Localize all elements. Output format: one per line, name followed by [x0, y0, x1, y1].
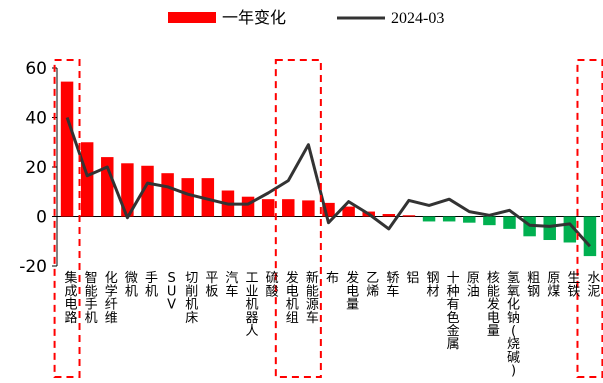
bar-series — [60, 81, 597, 257]
x-tick-label: 核能发电量 — [487, 271, 500, 339]
y-tick-label: -20 — [19, 257, 47, 277]
bar — [282, 199, 295, 217]
x-tick-label: 布 — [326, 271, 339, 286]
x-tick-label: 化学纤维 — [105, 271, 118, 326]
bar — [201, 178, 215, 217]
y-tick-label: 0 — [36, 208, 47, 228]
x-tick-label: 手机 — [145, 271, 158, 299]
x-tick-label: 平板 — [205, 271, 218, 299]
legend-label-bar: 一年变化 — [222, 8, 286, 27]
x-tick-label: 生铁 — [567, 271, 580, 299]
x-tick-label: 十种有色金属 — [447, 271, 460, 352]
bar — [161, 173, 174, 217]
highlight-box — [576, 59, 603, 378]
x-tick-label: 汽车 — [225, 271, 238, 299]
x-tick-label: 发电量 — [346, 270, 359, 312]
x-tick-label: 集成电路 — [65, 270, 78, 326]
highlight-boxes — [53, 59, 603, 378]
series-line-2024-03 — [65, 117, 592, 248]
x-tick-label: 原油 — [467, 271, 480, 299]
x-tick-label: 乙烯 — [366, 271, 379, 299]
bar — [382, 214, 396, 217]
bar — [241, 196, 255, 217]
y-tick-label: 20 — [25, 158, 47, 178]
bar — [121, 163, 134, 217]
y-tick-label: 40 — [25, 109, 47, 129]
bar — [60, 81, 74, 217]
bar — [141, 165, 154, 217]
bar — [80, 142, 94, 217]
bar — [463, 216, 476, 223]
x-tick-label: 微机 — [125, 271, 138, 299]
line-series — [65, 117, 592, 248]
x-tick-label: 切削机床 — [185, 271, 198, 326]
bar — [422, 216, 436, 222]
x-tick-label: 轿车 — [386, 271, 399, 299]
bar — [483, 216, 496, 226]
bar — [181, 178, 194, 217]
highlight-box — [274, 59, 322, 378]
bar — [543, 216, 556, 241]
x-tick-label: 氢氧化钠(烧碱) — [507, 271, 520, 378]
bar — [583, 216, 597, 257]
y-tick-label: 60 — [25, 59, 47, 79]
x-tick-label: 粗钢 — [527, 271, 540, 299]
x-tick-label: 铝 — [406, 271, 419, 286]
legend: 一年变化 2024-03 — [168, 8, 444, 27]
legend-swatch-bar — [168, 12, 216, 23]
x-tick-label: 硫酸 — [266, 271, 279, 299]
legend-label-line: 2024-03 — [391, 10, 444, 27]
bar — [442, 216, 456, 222]
x-tick-label: 智能手机 — [85, 271, 98, 326]
x-tick-label: 新能源车 — [306, 270, 319, 326]
x-tick-label: 发电机组 — [286, 270, 299, 326]
x-tick-label: 钢材 — [427, 271, 440, 299]
x-tick-label: 工业机器人 — [246, 271, 259, 339]
x-tick-label: 原煤 — [547, 271, 560, 299]
bar — [503, 216, 516, 229]
bar — [302, 200, 315, 217]
bar — [402, 215, 416, 217]
x-tick-label: 水泥 — [587, 271, 600, 299]
bar — [342, 206, 355, 217]
highlight-box — [53, 59, 81, 378]
bar — [261, 199, 275, 217]
